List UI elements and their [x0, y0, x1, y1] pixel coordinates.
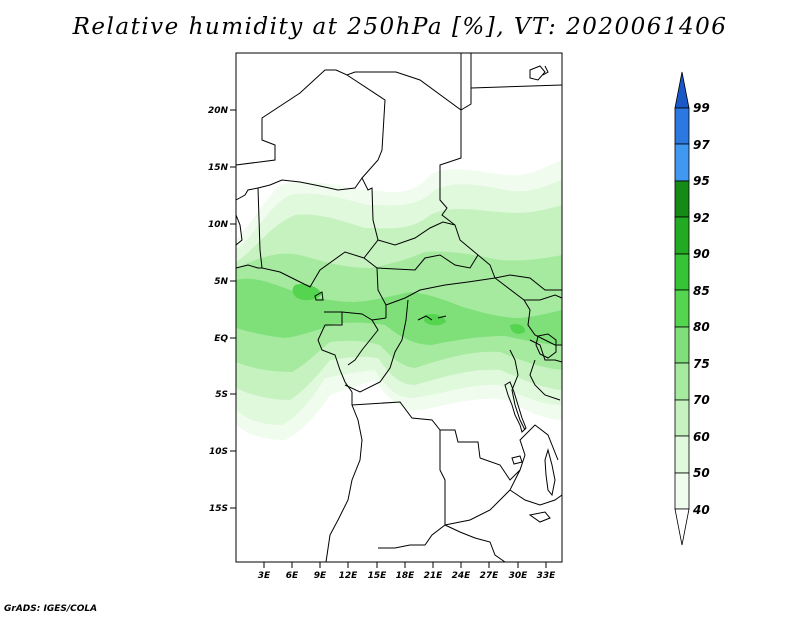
colorbar-labels: 99 97 95 92 90 85 80 75 70 60 50 40 [692, 101, 710, 517]
colorbar-segment [674, 399, 690, 437]
humidity-region-80-85 [292, 284, 526, 334]
lon-label: 27E [480, 571, 500, 581]
colorbar-label: 85 [693, 284, 710, 298]
colorbar-label: 75 [693, 357, 710, 371]
colorbar-label: 80 [693, 320, 710, 334]
lon-label: 3E [258, 571, 271, 581]
colorbar-segment [674, 435, 690, 474]
colorbar-label: 70 [693, 393, 710, 407]
chart-title: Relative humidity at 250hPa [%], VT: 202… [72, 14, 728, 40]
lat-label: 15S [209, 504, 228, 514]
colorbar-segment [674, 107, 690, 145]
colorbar-segment [674, 180, 690, 218]
grads-credit: GrADS: IGES/COLA [4, 604, 98, 614]
colorbar-segment [674, 216, 690, 255]
lon-label: 30E [509, 571, 529, 581]
colorbar-label: 40 [692, 503, 710, 517]
colorbar-label: 99 [693, 101, 710, 115]
lon-label: 12E [339, 571, 359, 581]
longitude-axis: 3E 6E 9E 12E 15E 18E 21E 24E 27E 30E 33E [258, 562, 556, 581]
colorbar-segment [674, 253, 690, 291]
lon-label: 24E [452, 571, 472, 581]
colorbar-label: 50 [693, 466, 710, 480]
colorbar-label: 90 [693, 247, 710, 261]
lat-label: 15N [208, 163, 229, 173]
colorbar-segment [674, 289, 690, 328]
map-frame [235, 52, 563, 563]
lat-label: 5N [214, 277, 228, 287]
colorbar-label: 60 [693, 430, 710, 444]
lon-label: 21E [424, 571, 444, 581]
lat-label: 20N [208, 106, 229, 116]
colorbar-segment [674, 143, 690, 182]
lat-label: 10S [209, 447, 228, 457]
colorbar-label: 97 [693, 138, 710, 152]
colorbar-label: 92 [693, 211, 710, 225]
country-borders [235, 53, 563, 563]
colorbar-segment [674, 472, 690, 510]
lon-label: 9E [314, 571, 327, 581]
colorbar-over-triangle [674, 71, 690, 109]
lat-label: 5S [215, 390, 228, 400]
lon-label: 33E [537, 571, 557, 581]
colorbar-segment [674, 362, 690, 401]
lat-label: 10N [208, 220, 229, 230]
lon-label: 18E [396, 571, 416, 581]
lon-label: 6E [286, 571, 299, 581]
lat-label: EQ [214, 334, 228, 344]
latitude-axis: 20N 15N 10N 5N EQ 5S 10S 15S [208, 106, 236, 514]
colorbar [674, 71, 690, 546]
colorbar-under-triangle [674, 508, 690, 546]
colorbar-segment [674, 326, 690, 364]
lon-label: 15E [368, 571, 388, 581]
colorbar-label: 95 [693, 174, 710, 188]
humidity-region-75-80 [236, 278, 562, 345]
